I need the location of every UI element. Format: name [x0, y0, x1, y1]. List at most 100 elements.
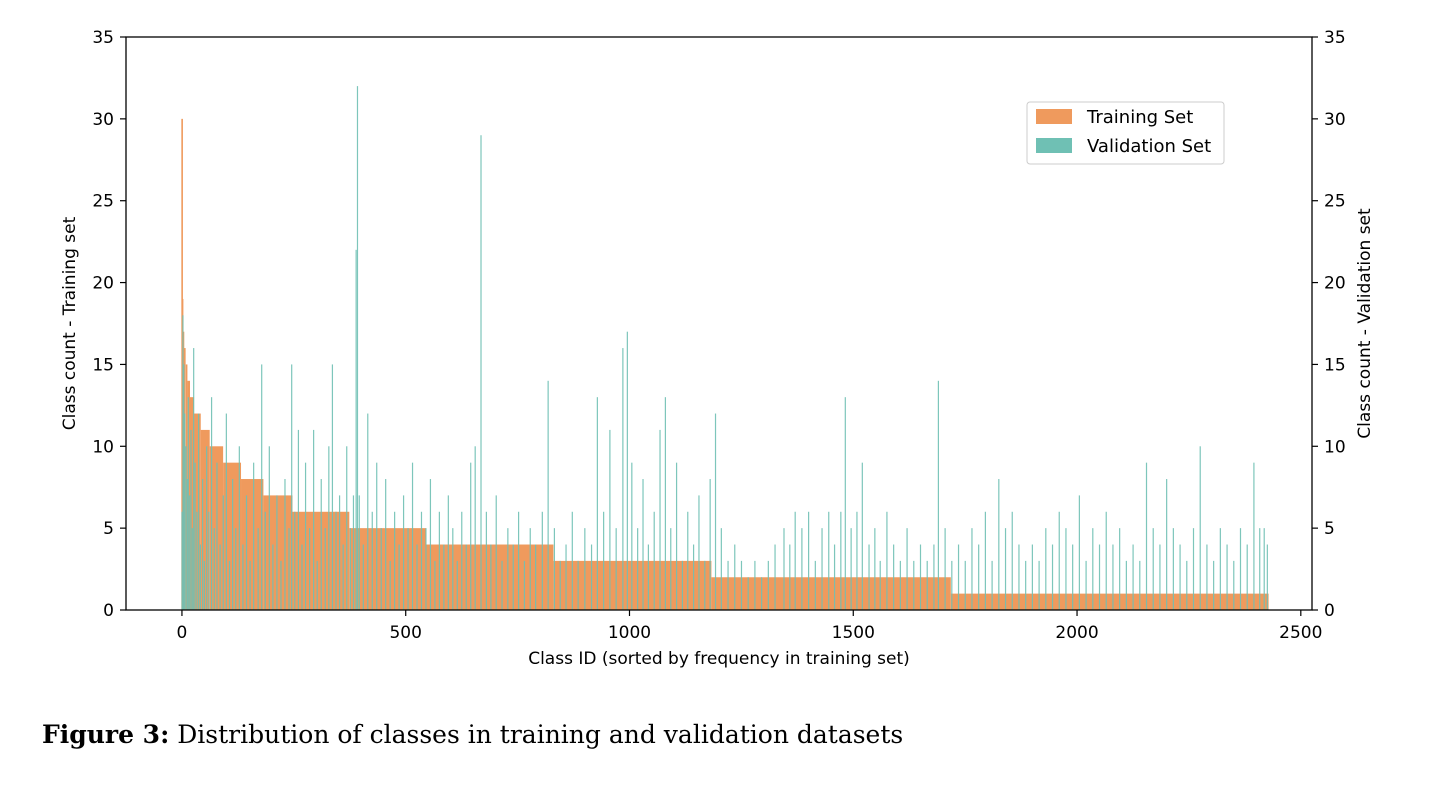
- validation-bar: [740, 560, 743, 610]
- axes-frame: [125, 36, 1313, 611]
- validation-bar: [584, 528, 586, 610]
- validation-bar: [541, 511, 543, 610]
- legend-label-validation: Validation Set: [1087, 136, 1211, 157]
- validation-bar: [194, 462, 196, 610]
- validation-bar: [198, 413, 200, 610]
- validation-bar: [692, 544, 695, 610]
- validation-bar: [609, 429, 611, 610]
- validation-bar: [206, 446, 208, 610]
- y-right-tick-label: 30: [1324, 110, 1346, 130]
- validation-bar: [1219, 528, 1221, 610]
- validation-bar: [622, 348, 624, 610]
- validation-bar: [272, 544, 274, 610]
- validation-bar: [761, 577, 763, 610]
- training-bar: [950, 593, 1269, 610]
- validation-bar: [257, 528, 259, 610]
- x-axis-ticks: 0 500 1000 1500 2000 2500: [177, 610, 1322, 643]
- validation-bar: [438, 511, 440, 610]
- validation-bar: [261, 364, 263, 610]
- validation-bar: [1145, 462, 1148, 610]
- validation-bar: [485, 511, 487, 610]
- y-right-tick-label: 10: [1324, 437, 1346, 457]
- training-bar: [200, 429, 210, 610]
- validation-bar: [868, 544, 870, 610]
- validation-bar: [1206, 544, 1208, 610]
- validation-bar: [647, 544, 649, 610]
- validation-bar: [1172, 528, 1174, 610]
- validation-bar: [182, 315, 184, 610]
- validation-bar: [288, 528, 290, 610]
- validation-bar: [1098, 544, 1101, 610]
- validation-bar: [937, 380, 939, 610]
- validation-bar: [349, 528, 351, 610]
- y-left-tick-label: 20: [92, 274, 114, 294]
- validation-bar: [308, 528, 311, 610]
- validation-bar: [1266, 544, 1268, 610]
- validation-bar: [185, 446, 187, 610]
- y-axis-left-ticks: 0 5 10 15 20 25 30 35: [92, 28, 126, 621]
- validation-bar: [394, 511, 396, 610]
- validation-bar: [1018, 544, 1020, 610]
- validation-bar: [1078, 495, 1080, 610]
- validation-bar: [1085, 560, 1087, 610]
- x-tick-label: 0: [177, 623, 188, 643]
- validation-bars: [181, 86, 1268, 611]
- validation-bar: [1192, 528, 1195, 610]
- validation-bar: [352, 495, 355, 610]
- validation-bar: [213, 528, 215, 610]
- validation-bar: [335, 511, 337, 610]
- legend-box: [1026, 101, 1225, 165]
- validation-bar: [193, 348, 195, 610]
- validation-bar: [675, 462, 678, 610]
- validation-bar: [208, 511, 210, 610]
- validation-bar: [944, 528, 946, 610]
- validation-bar: [301, 544, 303, 610]
- y-left-tick-label: 0: [103, 601, 114, 621]
- figure-caption-text: Distribution of classes in training and …: [169, 720, 904, 749]
- validation-bar: [615, 528, 617, 610]
- validation-bar: [1119, 528, 1121, 610]
- validation-bar: [547, 380, 549, 610]
- validation-bar: [461, 511, 463, 610]
- validation-bar: [385, 479, 387, 610]
- validation-bar: [767, 560, 769, 610]
- validation-bar: [411, 462, 414, 610]
- legend-label-training: Training Set: [1086, 107, 1193, 128]
- validation-bar: [313, 429, 315, 610]
- validation-bar: [590, 544, 593, 610]
- validation-bar: [664, 397, 666, 610]
- validation-bar: [452, 528, 454, 610]
- validation-bar: [1186, 560, 1188, 610]
- y-right-tick-label: 15: [1324, 355, 1346, 375]
- validation-bar: [1226, 544, 1228, 610]
- validation-bar: [1038, 560, 1040, 610]
- validation-bar: [559, 560, 561, 610]
- validation-bar: [734, 544, 736, 610]
- validation-bar: [840, 511, 842, 610]
- x-tick-label: 1000: [608, 623, 651, 643]
- y-axis-left-label: Class count - Training set: [60, 216, 80, 430]
- validation-bar: [371, 511, 373, 610]
- validation-bar: [577, 560, 579, 610]
- training-bar: [349, 528, 426, 610]
- validation-bar: [443, 544, 445, 610]
- validation-bar: [187, 397, 189, 610]
- validation-bar: [342, 544, 344, 610]
- validation-bar: [861, 462, 863, 610]
- x-axis-label: Class ID (sorted by frequency in trainin…: [528, 649, 910, 669]
- validation-bar: [801, 528, 803, 610]
- y-left-tick-label: 35: [92, 28, 114, 48]
- validation-bar: [828, 511, 830, 610]
- validation-bar: [1092, 528, 1094, 610]
- y-axis-right-label: Class count - Validation set: [1355, 208, 1375, 439]
- validation-bar: [596, 397, 598, 610]
- validation-bar: [331, 364, 334, 610]
- validation-bar: [517, 511, 520, 610]
- validation-bar: [242, 544, 244, 610]
- validation-bar: [203, 560, 206, 610]
- validation-bar: [232, 479, 234, 610]
- validation-bar: [1179, 544, 1181, 610]
- validation-bar: [1125, 560, 1127, 610]
- validation-bar: [465, 544, 467, 610]
- validation-bar: [398, 544, 400, 610]
